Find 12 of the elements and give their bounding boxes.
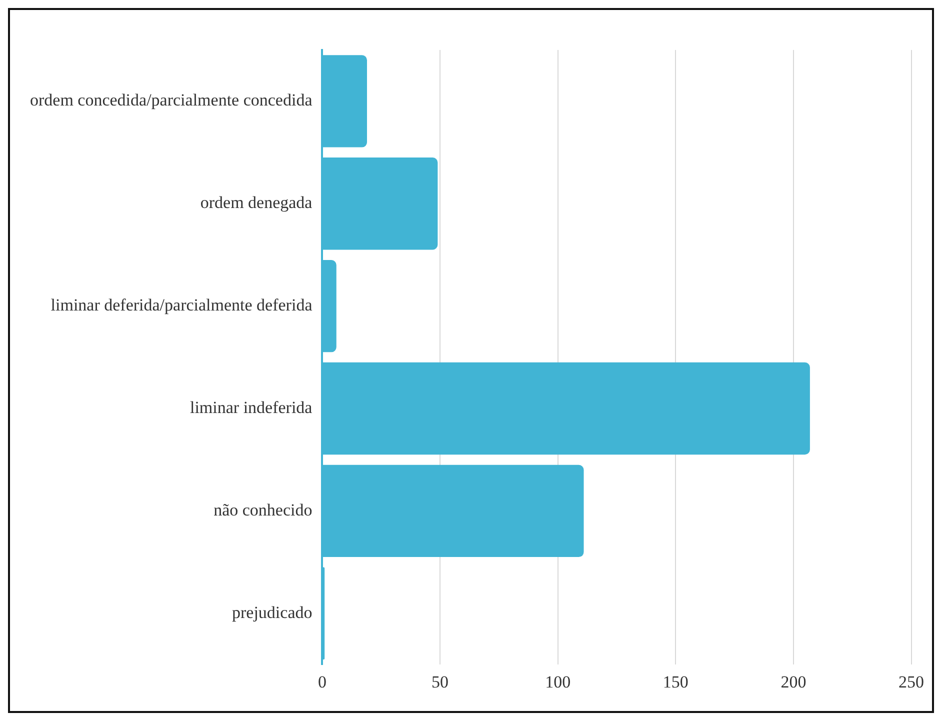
x-tick-label: 100 bbox=[545, 672, 571, 692]
y-tick-label: prejudicado bbox=[232, 602, 312, 622]
x-tick-label: 50 bbox=[432, 672, 449, 692]
y-tick-label: ordem concedida/parcialmente concedida bbox=[30, 90, 313, 110]
y-tick-label: liminar indeferida bbox=[190, 398, 313, 417]
x-tick-label: 200 bbox=[780, 672, 806, 692]
y-tick-label: liminar deferida/parcialmente deferida bbox=[50, 296, 313, 315]
y-tick-label: não conhecido bbox=[214, 500, 312, 520]
x-tick-label: 250 bbox=[898, 672, 924, 692]
x-tick-label: 150 bbox=[662, 672, 688, 692]
x-tick-label: 0 bbox=[318, 672, 326, 692]
y-tick-label: ordem denegada bbox=[200, 193, 313, 212]
